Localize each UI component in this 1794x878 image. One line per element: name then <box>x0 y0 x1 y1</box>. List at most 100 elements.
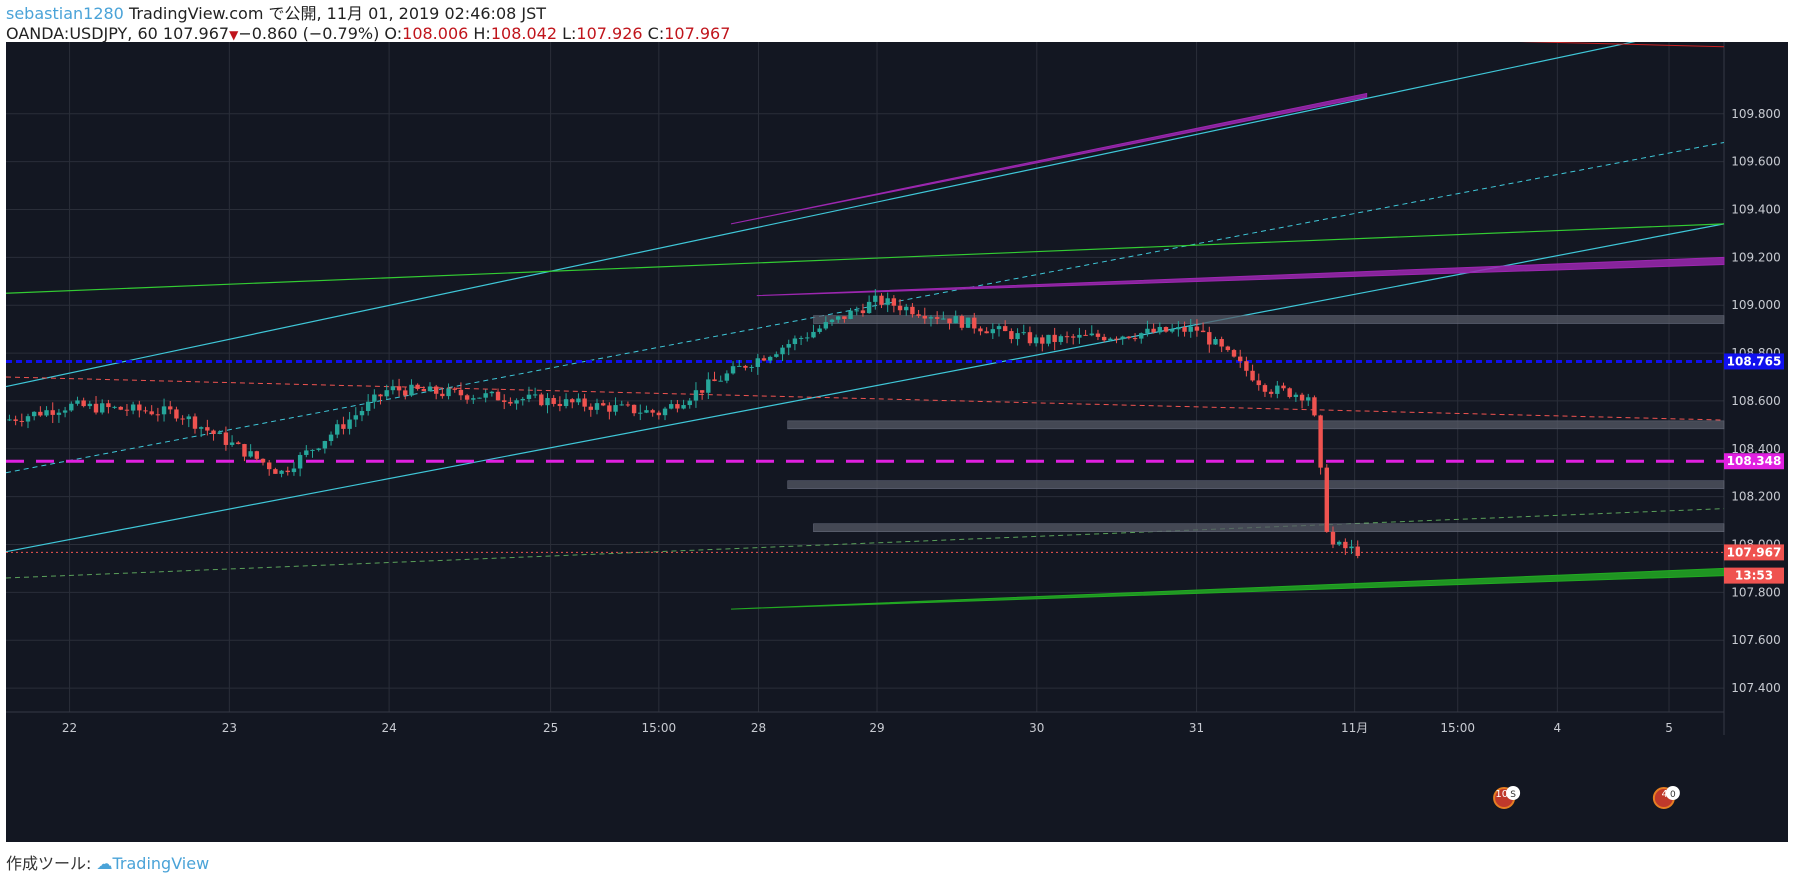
candle-body <box>866 301 872 314</box>
price-tag <box>1724 353 1784 370</box>
candle-body <box>266 462 272 470</box>
candle-body <box>798 337 804 339</box>
time-axis[interactable]: 22 23 24 25 15:00 28 29 30 31 11月 15:00 4 5 <box>62 721 1673 735</box>
candle-body <box>835 316 841 320</box>
candle-body <box>1071 336 1076 338</box>
candle-body <box>1046 334 1051 344</box>
candle-body <box>359 410 365 416</box>
candle-body <box>860 310 866 314</box>
cyan-lower-trendline <box>5 223 1725 553</box>
candle-body <box>106 403 111 408</box>
candle-body <box>13 419 18 421</box>
candle-body <box>557 403 563 407</box>
candle-body <box>755 358 760 367</box>
price-chart[interactable]: 109.800109.600109.400109.200109.000108.8… <box>0 42 1794 842</box>
event-badge <box>1665 786 1680 800</box>
candle-body <box>638 412 643 414</box>
candle-body <box>1077 334 1082 338</box>
candle-body <box>1176 327 1181 330</box>
candle-body <box>1015 333 1020 340</box>
event-count: 10 <box>1495 789 1508 800</box>
candle-body <box>551 398 556 404</box>
candle-body <box>706 379 711 393</box>
candle-body <box>304 450 309 455</box>
candle-body <box>1009 331 1014 340</box>
cyan-upper-trendline <box>5 42 1636 388</box>
candle-body <box>526 394 532 399</box>
candle-body <box>712 379 717 382</box>
candle-body <box>378 394 383 397</box>
author-link[interactable]: sebastian1280 <box>6 4 124 23</box>
price-tick-label: 109.000 <box>1731 298 1781 312</box>
candle-body <box>1330 531 1336 545</box>
candle-body <box>607 405 612 412</box>
candle-body <box>854 310 859 312</box>
candle-body <box>1114 338 1119 340</box>
candle-body <box>1312 397 1317 416</box>
candle-body <box>347 419 352 429</box>
candle-body <box>186 416 191 420</box>
last-price: 107.967 <box>162 24 230 43</box>
candle-body <box>291 468 297 473</box>
candle-body <box>897 305 903 311</box>
price-axis[interactable]: 109.800109.600109.400109.200109.000108.8… <box>1731 107 1781 695</box>
price-tag-label: 13:53 <box>1735 569 1773 583</box>
candle-body <box>248 451 253 457</box>
candle-body <box>1306 397 1311 401</box>
candle-body <box>959 316 965 328</box>
high-value: 108.042 <box>490 24 557 43</box>
candle-body <box>662 408 668 416</box>
candle-body <box>130 404 136 411</box>
candle-body <box>749 366 754 368</box>
footer: 作成ツール: ☁TradingView <box>6 850 209 874</box>
price-tag <box>1724 453 1784 470</box>
price-tick-label: 107.400 <box>1731 681 1781 695</box>
candle-body <box>532 394 538 396</box>
candle-body <box>811 331 816 338</box>
candle-body <box>322 441 328 449</box>
candle-body <box>1244 361 1249 371</box>
candle-body <box>1188 326 1193 332</box>
publish-text: TradingView.com で公開, 11月 01, 2019 02:46:… <box>123 4 547 23</box>
time-tick-label: 31 <box>1189 721 1204 735</box>
candle-body <box>502 400 507 402</box>
price-tick-label: 107.600 <box>1731 633 1781 647</box>
candle-body <box>922 315 927 319</box>
candle-body <box>1262 385 1268 392</box>
candle-body <box>335 424 340 435</box>
candle-body <box>353 415 358 420</box>
candle-body <box>69 403 74 411</box>
economic-events[interactable]: 10 S 4 0 <box>1493 786 1680 809</box>
candle-body <box>390 386 396 391</box>
candle-body <box>1108 338 1113 341</box>
candle-body <box>1157 326 1163 333</box>
candle-body <box>774 354 779 357</box>
candle-body <box>972 317 977 329</box>
candle-body <box>328 434 334 442</box>
candle-body <box>631 404 637 414</box>
price-tags: 108.765 108.348 107.967 13:53 <box>1724 353 1784 584</box>
candle-body <box>582 398 587 407</box>
candle-body <box>310 449 315 451</box>
candle-body <box>1349 546 1354 549</box>
red-dashed-trendline <box>5 376 1725 421</box>
candle-body <box>62 410 68 413</box>
candle-body <box>1256 380 1261 386</box>
open-label: O: <box>379 24 403 43</box>
candle-body <box>563 399 569 407</box>
time-tick-label: 29 <box>869 721 884 735</box>
footer-label: 作成ツール: <box>6 854 97 873</box>
candle-body <box>223 432 229 445</box>
candle-body <box>198 427 204 429</box>
tradingview-link[interactable]: TradingView <box>112 854 210 873</box>
candle-body <box>978 328 983 332</box>
candle-body <box>990 329 996 334</box>
green-trendline <box>5 223 1725 294</box>
price-tag-label: 108.348 <box>1727 454 1782 468</box>
candle-body <box>279 470 284 474</box>
candle-body <box>1139 333 1144 339</box>
candle-body <box>910 306 915 315</box>
candle-body <box>483 393 488 398</box>
candle-body <box>1040 337 1045 344</box>
low-label: L: <box>557 24 577 43</box>
